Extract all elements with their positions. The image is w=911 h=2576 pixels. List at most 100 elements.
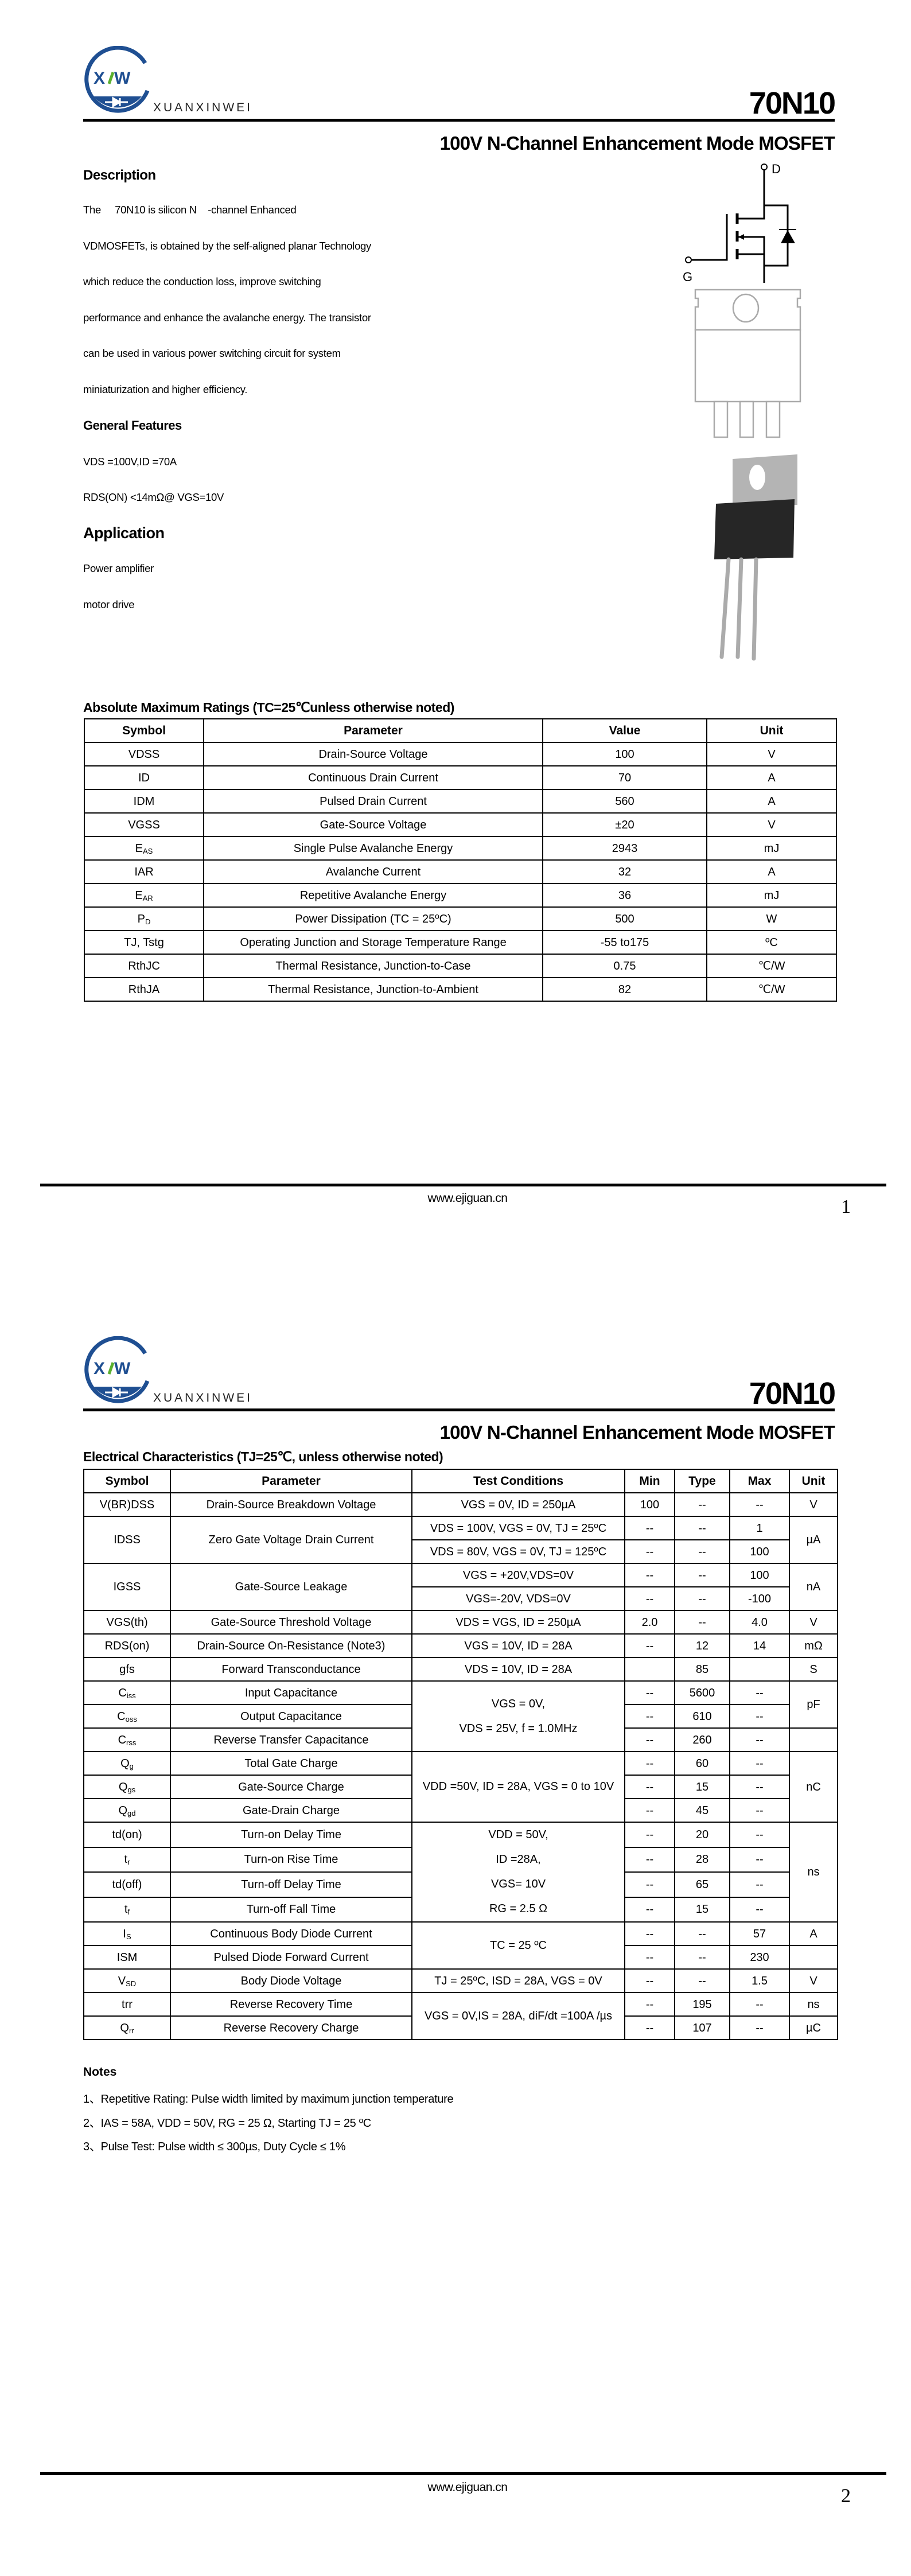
col-header: Min: [624, 1469, 675, 1493]
conditions-cell: VGS=-20V, VDS=0V: [411, 1586, 625, 1611]
table-row: VSD Body Diode Voltage TJ = 25ºC, ISD = …: [83, 1968, 838, 1993]
company-logo: X W XUANXINWEI: [83, 45, 284, 115]
min-cell: --: [624, 1516, 675, 1540]
typ-cell: --: [674, 1586, 730, 1611]
max-cell: --: [729, 1775, 790, 1799]
feature-item: VDS =100V,ID =70A: [83, 456, 177, 468]
unit-cell: nA: [789, 1563, 838, 1611]
header-rule: [83, 119, 835, 122]
typ-cell: 85: [674, 1657, 730, 1682]
parameter-cell: Reverse Recovery Charge: [170, 2015, 412, 2040]
max-cell: --: [729, 1871, 790, 1898]
table-header-row: Symbol Parameter Test Conditions Min Typ…: [83, 1469, 838, 1493]
elec-char-title: Electrical Characteristics (TJ=25℃, unle…: [83, 1449, 443, 1464]
typ-cell: 107: [674, 2015, 730, 2040]
col-header: Value: [542, 718, 707, 743]
max-cell: --: [729, 1492, 790, 1517]
gate-label: G: [683, 270, 692, 284]
table-row: Ciss Input Capacitance VGS = 0V, VDS = 25…: [83, 1680, 838, 1752]
min-cell: --: [624, 1680, 675, 1705]
max-cell: 1: [729, 1516, 790, 1540]
parameter-cell: Thermal Resistance, Junction-to-Ambient: [203, 977, 543, 1002]
conditions-cell: VGS = 0V, VDS = 25V, f = 1.0MHz: [411, 1680, 625, 1752]
table-row: IS Continuous Body Diode Current TC = 25…: [83, 1921, 838, 1970]
unit-cell: µC: [789, 2015, 838, 2040]
conditions-cell: VGS = 0V,IS = 28A, diF/dt =100A /µs: [411, 1992, 625, 2040]
table-row: RDS(on) Drain-Source On-Resistance (Note…: [83, 1633, 838, 1658]
unit-cell: A: [706, 765, 837, 790]
description-heading: Description: [83, 168, 156, 183]
typ-cell: 15: [674, 1896, 730, 1923]
value-cell: -55 to175: [542, 930, 707, 955]
symbol-cell: Crss: [83, 1727, 171, 1752]
typ-cell: 260: [674, 1727, 730, 1752]
col-header: Unit: [706, 718, 837, 743]
max-cell: 100: [729, 1563, 790, 1587]
min-cell: [624, 1657, 675, 1682]
parameter-cell: Output Capacitance: [170, 1704, 412, 1729]
min-cell: --: [624, 1539, 675, 1564]
parameter-cell: Zero Gate Voltage Drain Current: [170, 1516, 412, 1564]
unit-cell: ns: [789, 1992, 838, 2017]
parameter-cell: Gate-Source Voltage: [203, 812, 543, 837]
table-row: TJ, Tstg Operating Junction and Storage T…: [84, 930, 837, 955]
min-cell: --: [624, 1992, 675, 2017]
symbol-cell: Coss: [83, 1704, 171, 1729]
symbol-cell: VGS(th): [83, 1610, 171, 1635]
table-row: gfs Forward Transconductance VDS = 10V, …: [83, 1657, 838, 1682]
typ-cell: 12: [674, 1633, 730, 1658]
conditions-cell: TJ = 25ºC, ISD = 28A, VGS = 0V: [411, 1968, 625, 1993]
footer-rule: [40, 2472, 886, 2475]
symbol-cell: EAR: [84, 883, 204, 908]
parameter-cell: Gate-Source Threshold Voltage: [170, 1610, 412, 1635]
unit-cell: A: [789, 1921, 838, 1946]
parameter-cell: Gate-Source Charge: [170, 1775, 412, 1799]
col-header: Unit: [789, 1469, 838, 1493]
min-cell: --: [624, 1751, 675, 1776]
min-cell: --: [624, 2015, 675, 2040]
symbol-cell: Qgd: [83, 1798, 171, 1823]
symbol-cell: IDSS: [83, 1516, 171, 1564]
table-row: Qrr Reverse Recovery Charge -- 107 -- µC: [83, 2015, 838, 2040]
symbol-cell: IS: [83, 1921, 171, 1946]
parameter-cell: Turn-on Rise Time: [170, 1846, 412, 1873]
description-line: VDMOSFETs, is obtained by the self-align…: [83, 240, 371, 252]
symbol-cell: V(BR)DSS: [83, 1492, 171, 1517]
conditions-cell: VDS = 100V, VGS = 0V, TJ = 25ºC: [411, 1516, 625, 1540]
conditions-cell: VDD =50V, ID = 28A, VGS = 0 to 10V: [411, 1751, 625, 1823]
table-row: IAR Avalanche Current 32 A: [84, 859, 837, 884]
table-row: td(off) Turn-off Delay Time -- 65 --: [83, 1871, 838, 1898]
table-row: Qg Total Gate Charge VDD =50V, ID = 28A,…: [83, 1751, 838, 1823]
symbol-cell: tr: [83, 1846, 171, 1873]
symbol-cell: RDS(on): [83, 1633, 171, 1658]
col-header: Symbol: [84, 718, 204, 743]
typ-cell: --: [674, 1968, 730, 1993]
symbol-cell: ID: [84, 765, 204, 790]
max-cell: --: [729, 1680, 790, 1705]
typ-cell: 15: [674, 1775, 730, 1799]
typ-cell: --: [674, 1516, 730, 1540]
typ-cell: 60: [674, 1751, 730, 1776]
typ-cell: 195: [674, 1992, 730, 2017]
parameter-cell: Drain-Source Voltage: [203, 742, 543, 766]
footer-url: www.ejiguan.cn: [427, 1192, 508, 1205]
unit-cell: ℃/W: [706, 977, 837, 1002]
symbol-cell: VDSS: [84, 742, 204, 766]
parameter-cell: Gate-Drain Charge: [170, 1798, 412, 1823]
typ-cell: 28: [674, 1846, 730, 1873]
symbol-cell: TJ, Tstg: [84, 930, 204, 955]
table-row: Qgd Gate-Drain Charge -- 45 --: [83, 1798, 838, 1823]
value-cell: ±20: [542, 812, 707, 837]
parameter-cell: Single Pulse Avalanche Energy: [203, 836, 543, 861]
min-cell: --: [624, 1775, 675, 1799]
symbol-cell: EAS: [84, 836, 204, 861]
max-cell: --: [729, 1704, 790, 1729]
table-row: trr Reverse Recovery Time VGS = 0V,IS = …: [83, 1992, 838, 2040]
unit-cell: ℃/W: [706, 954, 837, 978]
parameter-cell: Gate-Source Leakage: [170, 1563, 412, 1611]
symbol-cell: VGSS: [84, 812, 204, 837]
table-row: EAS Single Pulse Avalanche Energy 2943 mJ: [84, 836, 837, 861]
min-cell: 100: [624, 1492, 675, 1517]
conditions-cell: TC = 25 ºC: [411, 1921, 625, 1970]
unit-cell: S: [789, 1657, 838, 1682]
